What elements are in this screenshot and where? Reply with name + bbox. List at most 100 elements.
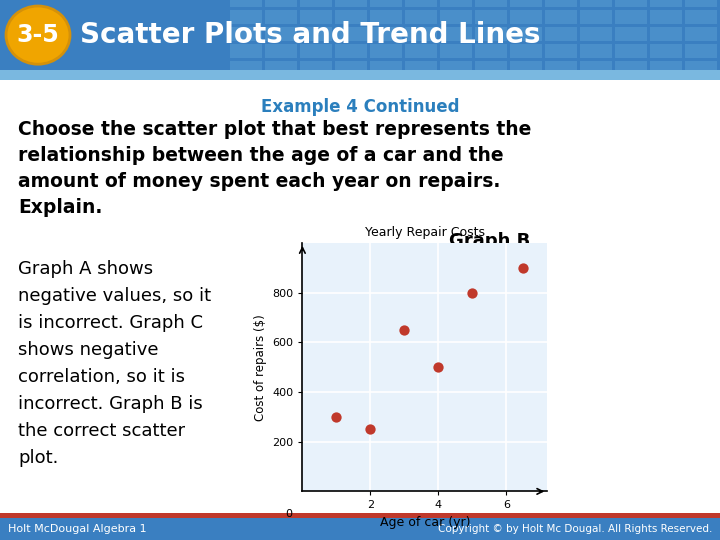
Bar [265, 27, 297, 41]
Bar [510, 44, 542, 58]
Bar [370, 27, 402, 41]
Bar [510, 61, 542, 75]
X-axis label: Age of car (yr): Age of car (yr) [379, 516, 470, 529]
Bar [615, 10, 647, 24]
Text: Explain.: Explain. [18, 198, 102, 217]
Text: plot.: plot. [18, 449, 58, 467]
Bar [545, 27, 577, 41]
Bar [475, 27, 507, 41]
Bar [615, 27, 647, 41]
Point [364, 425, 376, 434]
Text: Holt McDougal Algebra 1: Holt McDougal Algebra 1 [8, 524, 147, 534]
Bar [0, 513, 720, 518]
Bar [265, 61, 297, 75]
Point [433, 363, 444, 372]
Bar [440, 44, 472, 58]
Bar [475, 10, 507, 24]
Bar [405, 44, 437, 58]
Bar [615, 61, 647, 75]
Bar [685, 10, 717, 24]
Bar [580, 27, 612, 41]
Bar [650, 10, 682, 24]
Text: Graph B: Graph B [449, 232, 531, 250]
Bar [615, 44, 647, 58]
Bar [510, 27, 542, 41]
Bar [335, 10, 367, 24]
Text: Copyright © by Holt Mc Dougal. All Rights Reserved.: Copyright © by Holt Mc Dougal. All Right… [438, 524, 712, 534]
Text: Graph A shows: Graph A shows [18, 260, 153, 278]
Text: 3-5: 3-5 [17, 23, 59, 47]
Text: relationship between the age of a car and the: relationship between the age of a car an… [18, 146, 503, 165]
Title: Yearly Repair Costs: Yearly Repair Costs [365, 226, 485, 239]
Bar [230, 61, 262, 75]
Bar [580, 0, 612, 7]
Bar [265, 44, 297, 58]
Bar [405, 61, 437, 75]
Text: 0: 0 [285, 509, 292, 519]
Text: Choose the scatter plot that best represents the: Choose the scatter plot that best repres… [18, 120, 531, 139]
Bar [545, 61, 577, 75]
Bar [650, 61, 682, 75]
Bar [335, 27, 367, 41]
Bar [440, 10, 472, 24]
Bar [545, 44, 577, 58]
Bar [300, 61, 332, 75]
Bar [440, 0, 472, 7]
Bar [335, 61, 367, 75]
Bar [335, 0, 367, 7]
Bar [300, 0, 332, 7]
Text: Scatter Plots and Trend Lines: Scatter Plots and Trend Lines [80, 21, 541, 49]
Bar [685, 44, 717, 58]
Bar [300, 44, 332, 58]
Ellipse shape [6, 6, 70, 64]
Text: correlation, so it is: correlation, so it is [18, 368, 185, 386]
Point [467, 288, 478, 297]
Bar [265, 0, 297, 7]
Text: is incorrect. Graph C: is incorrect. Graph C [18, 314, 203, 332]
Bar [230, 44, 262, 58]
Bar [580, 61, 612, 75]
Bar [440, 27, 472, 41]
Bar [335, 44, 367, 58]
Text: shows negative: shows negative [18, 341, 158, 359]
Point [330, 413, 342, 421]
Bar [230, 27, 262, 41]
Text: the correct scatter: the correct scatter [18, 422, 185, 440]
Bar [650, 27, 682, 41]
Bar [230, 10, 262, 24]
Bar [580, 10, 612, 24]
Bar [580, 44, 612, 58]
Bar [370, 0, 402, 7]
Bar [300, 10, 332, 24]
Bar [405, 10, 437, 24]
Bar [650, 0, 682, 7]
Bar [300, 27, 332, 41]
Text: Example 4 Continued: Example 4 Continued [261, 98, 459, 116]
Bar [405, 27, 437, 41]
Bar [510, 10, 542, 24]
Point [399, 326, 410, 334]
Bar [615, 0, 647, 7]
Bar [545, 10, 577, 24]
Text: negative values, so it: negative values, so it [18, 287, 211, 305]
Bar [440, 61, 472, 75]
Bar [685, 61, 717, 75]
Bar [405, 0, 437, 7]
Bar [265, 10, 297, 24]
Bar [475, 61, 507, 75]
Point [518, 264, 529, 272]
Text: amount of money spent each year on repairs.: amount of money spent each year on repai… [18, 172, 500, 191]
Bar [545, 0, 577, 7]
Y-axis label: Cost of repairs ($): Cost of repairs ($) [253, 314, 266, 421]
Bar [650, 44, 682, 58]
Bar [685, 0, 717, 7]
Bar [475, 44, 507, 58]
Bar [510, 0, 542, 7]
Text: incorrect. Graph B is: incorrect. Graph B is [18, 395, 203, 413]
Bar [370, 61, 402, 75]
Bar [685, 27, 717, 41]
Bar [230, 0, 262, 7]
Bar [475, 0, 507, 7]
Bar [370, 10, 402, 24]
Bar [370, 44, 402, 58]
